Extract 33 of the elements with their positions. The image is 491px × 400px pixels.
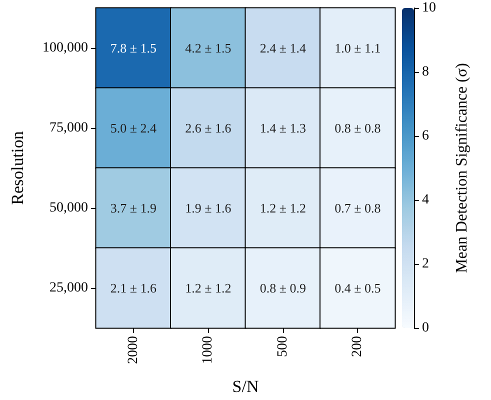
color-bar-label: 8 [422, 64, 429, 80]
x-axis-title: S/N [232, 377, 259, 396]
data-label: 1.0 ± 1.1 [334, 40, 381, 56]
x-tick-label: 1000 [200, 336, 216, 364]
y-axis-title: Resolution [8, 130, 27, 205]
color-bar-label: 10 [422, 0, 436, 16]
y-tick-label: 100,000 [42, 40, 88, 56]
data-label: 7.8 ± 1.5 [110, 40, 156, 56]
color-bar-label: 0 [422, 320, 429, 336]
y-tick-label: 25,000 [50, 280, 88, 296]
data-label: 4.2 ± 1.5 [185, 40, 232, 56]
color-bar-label: 2 [422, 256, 429, 272]
data-label: 1.9 ± 1.6 [185, 200, 232, 216]
x-tick-label: 200 [350, 336, 366, 357]
data-label: 1.2 ± 1.2 [185, 280, 232, 296]
y-tick-label: 75,000 [50, 120, 88, 136]
x-tick-label: 2000 [126, 336, 141, 364]
color-bar-title: Mean Detection Significance (σ) [454, 63, 470, 273]
data-label: 3.7 ± 1.9 [110, 200, 156, 216]
data-label: 0.7 ± 0.8 [334, 200, 381, 216]
data-label: 2.4 ± 1.4 [260, 40, 306, 56]
data-label: 1.4 ± 1.3 [260, 120, 306, 136]
data-label: 0.4 ± 0.5 [334, 280, 381, 296]
color-bar-label: 4 [422, 192, 429, 208]
data-label: 1.2 ± 1.2 [260, 200, 306, 216]
color-bar-label: 6 [422, 128, 429, 144]
data-label: 2.6 ± 1.6 [185, 120, 232, 136]
data-label: 0.8 ± 0.9 [260, 280, 306, 296]
data-label: 0.8 ± 0.8 [334, 120, 381, 136]
data-label: 2.1 ± 1.6 [110, 280, 157, 296]
y-tick-label: 50,000 [50, 200, 88, 216]
x-tick-label: 500 [275, 336, 290, 357]
data-label: 5.0 ± 2.4 [110, 120, 157, 136]
